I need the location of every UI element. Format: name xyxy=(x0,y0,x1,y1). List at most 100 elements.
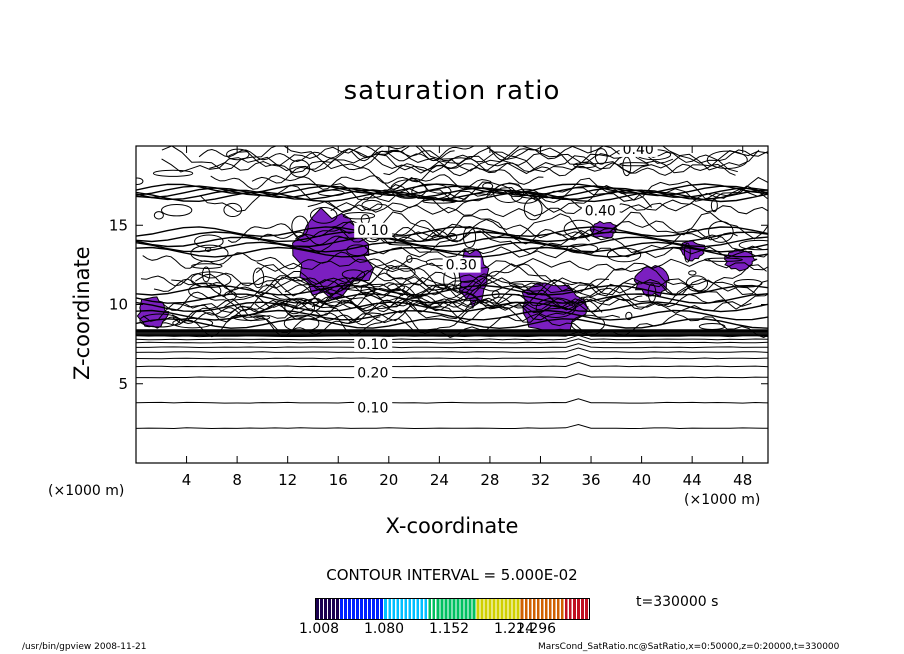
contour-line xyxy=(136,236,768,248)
contour-line xyxy=(136,343,768,349)
colorbar xyxy=(315,598,590,620)
contour-loop xyxy=(139,313,181,328)
contour-line xyxy=(136,241,768,253)
contour-label-bg xyxy=(619,146,658,157)
contour-loop xyxy=(284,297,316,318)
contour-line xyxy=(136,353,768,360)
contour-loop xyxy=(647,283,657,303)
contour-loop xyxy=(190,271,232,288)
contour-value-label: 0.10 xyxy=(357,400,388,416)
contour-line xyxy=(256,257,768,272)
contour-line xyxy=(136,347,768,353)
contour-line xyxy=(284,284,505,309)
x-tick-label: 36 xyxy=(581,471,600,489)
x-tick-label: 48 xyxy=(733,471,752,489)
contour-line xyxy=(136,331,768,338)
contour-loop xyxy=(698,323,726,331)
contour-loop xyxy=(194,234,224,249)
contour-loop xyxy=(738,239,768,251)
contour-label-bg xyxy=(354,336,393,352)
contour-line xyxy=(136,246,768,258)
contour-loop xyxy=(733,279,763,288)
contour-loop xyxy=(226,148,250,161)
x-tick-label: 24 xyxy=(430,471,449,489)
contour-value-label: 0.40 xyxy=(623,142,654,158)
contour-loop xyxy=(342,211,376,220)
contour-line xyxy=(251,158,544,185)
contour-line xyxy=(136,423,768,430)
chart-title: saturation ratio xyxy=(343,76,561,106)
contour-loop xyxy=(606,247,642,263)
contour-line xyxy=(136,398,768,404)
contour-value-label: 0.40 xyxy=(585,204,616,220)
contour-line xyxy=(136,226,768,238)
contour-label-bg xyxy=(442,257,481,273)
contour-line xyxy=(251,276,768,297)
contour-line xyxy=(383,162,736,177)
contour-label-bg xyxy=(354,365,393,381)
y-tick-label: 10 xyxy=(109,296,128,314)
contour-loop xyxy=(710,198,718,213)
x-tick-label: 20 xyxy=(379,471,398,489)
contour-line xyxy=(136,361,768,368)
contour-loop xyxy=(346,244,369,257)
contour-value-label: 0.10 xyxy=(357,223,388,239)
x-axis-unit-right: (×1000 m) xyxy=(684,492,761,508)
footer-command: /usr/bin/gpview 2008-11-21 xyxy=(22,642,147,652)
x-tick-label: 16 xyxy=(329,471,348,489)
colorbar-tick-label: 1.224 xyxy=(494,621,535,637)
contour-loop xyxy=(136,177,144,185)
contour-line xyxy=(350,146,544,162)
colorbar-tick-label: 1.296 xyxy=(516,621,557,637)
contour-loop xyxy=(390,179,427,199)
contour-line xyxy=(136,293,768,305)
contour-line xyxy=(161,146,760,172)
contour-line xyxy=(136,338,768,344)
contour-loop xyxy=(523,197,543,221)
contour-loop xyxy=(688,270,697,276)
contour-loop xyxy=(201,266,211,283)
contour-line xyxy=(136,309,768,321)
contour-line xyxy=(136,185,768,197)
contour-loop xyxy=(708,220,734,243)
x-tick-label: 32 xyxy=(531,471,550,489)
x-tick-label: 4 xyxy=(182,471,192,489)
contour-loop xyxy=(190,244,229,263)
contour-interval-label: CONTOUR INTERVAL = 5.000E-02 xyxy=(326,566,578,584)
contour-loop xyxy=(683,242,691,263)
contour-line xyxy=(209,146,674,171)
contour-loop xyxy=(153,211,164,220)
contour-label-bg xyxy=(354,400,393,416)
contour-line xyxy=(294,226,590,245)
contour-field: 0.40 0.30 0.40 0.10 0.10 0.20 0.10 xyxy=(136,142,768,430)
x-tick-label: 8 xyxy=(232,471,242,489)
contour-label-bg xyxy=(581,203,620,219)
contour-loop xyxy=(310,206,338,224)
contour-loop xyxy=(594,148,608,165)
contour-loop xyxy=(283,314,320,332)
x-axis-unit-left: (×1000 m) xyxy=(48,483,125,499)
contour-line xyxy=(367,263,609,294)
contour-loop xyxy=(223,202,243,218)
contour-value-label: 0.10 xyxy=(357,337,388,353)
contour-loop xyxy=(625,311,633,321)
contour-loop xyxy=(619,162,649,167)
x-tick-label: 28 xyxy=(480,471,499,489)
colorbar-tick-label: 1.008 xyxy=(299,621,340,637)
contour-line xyxy=(364,246,768,259)
contour-line xyxy=(171,276,694,298)
contour-line xyxy=(161,155,738,175)
contour-loop xyxy=(386,265,416,280)
colorbar-tick-label: 1.152 xyxy=(429,621,470,637)
contour-line xyxy=(136,318,768,330)
contour-loop xyxy=(508,280,544,288)
contour-line xyxy=(136,301,768,313)
x-tick-label: 44 xyxy=(683,471,702,489)
contour-line xyxy=(136,231,768,243)
y-axis-label: Z-coordinate xyxy=(70,246,94,380)
contour-loop xyxy=(289,159,311,178)
contour-line xyxy=(136,284,768,296)
time-label: t=330000 s xyxy=(636,594,719,610)
contour-loop xyxy=(535,297,577,318)
contour-loop xyxy=(406,255,413,263)
